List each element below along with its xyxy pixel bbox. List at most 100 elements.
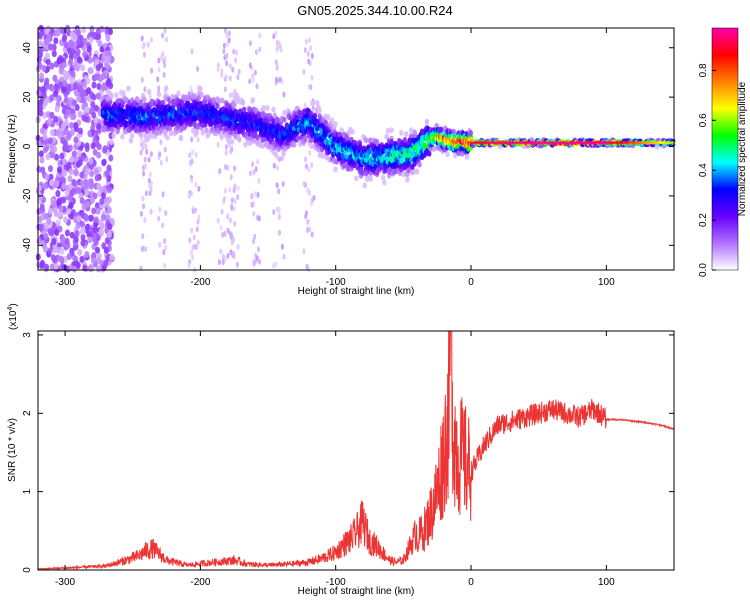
heatmap-cell (256, 191, 260, 198)
heatmap-cell (222, 48, 226, 55)
heatmap-cell (46, 34, 52, 42)
heatmap-cell (58, 81, 63, 89)
heatmap-cell (61, 176, 66, 184)
heatmap-cell (252, 238, 256, 245)
heatmap-cell (272, 262, 276, 269)
heatmap-cell (96, 143, 102, 151)
heatmap-cell (142, 203, 146, 210)
heatmap-cell (87, 265, 93, 273)
heatmap-cell (77, 110, 83, 118)
heatmap-cell (69, 231, 75, 239)
heatmap-cell (49, 84, 55, 92)
heatmap-cell (88, 163, 94, 171)
spectrogram-frame (37, 27, 675, 271)
heatmap-cell (282, 91, 286, 98)
heatmap-cell (141, 43, 145, 50)
heatmap-cell (65, 229, 70, 237)
heatmap-cell (277, 230, 281, 236)
heatmap-cell (249, 40, 252, 47)
heatmap-cell (236, 243, 240, 250)
heatmap-cell (258, 46, 262, 53)
heatmap-cell (79, 171, 85, 179)
heatmap-cell (96, 151, 102, 159)
heatmap-cell (96, 122, 102, 130)
heatmap-cell (354, 175, 359, 182)
heatmap-cell (194, 151, 198, 158)
heatmap-cell (224, 187, 227, 194)
heatmap-cell (53, 37, 59, 45)
heatmap-cell (253, 233, 257, 240)
heatmap-cell (311, 196, 315, 203)
heatmap-cell (76, 150, 82, 157)
heatmap-cell (333, 166, 338, 173)
heatmap-cell (147, 89, 152, 95)
heatmap-cell (280, 155, 284, 162)
heatmap-cell (44, 52, 50, 60)
heatmap-cell (76, 186, 82, 194)
heatmap-cell (163, 27, 167, 34)
heatmap-cell (198, 85, 203, 92)
heatmap-cell (84, 168, 90, 176)
heatmap-cell (231, 66, 235, 73)
heatmap-cell (234, 57, 238, 64)
heatmap-cell (96, 182, 102, 190)
heatmap-cell (309, 84, 313, 91)
chart-title: GN05.2025.344.10.00.R24 (297, 3, 452, 18)
heatmap-cell (104, 27, 110, 35)
heatmap-cell (58, 255, 64, 263)
heatmap-cell (157, 66, 161, 73)
heatmap-cell (91, 235, 97, 243)
heatmap-cell (271, 106, 276, 113)
heatmap-cell (90, 142, 96, 150)
heatmap-cell (176, 90, 181, 97)
heatmap-cell (52, 145, 58, 153)
heatmap-cell (306, 219, 310, 225)
heatmap-cell (275, 182, 279, 189)
heatmap-cell (304, 156, 307, 163)
heatmap-cell (147, 156, 151, 163)
heatmap-cell (164, 210, 168, 216)
heatmap-cell (317, 107, 322, 114)
heatmap-cell (357, 144, 363, 151)
heatmap-cell (209, 120, 214, 127)
snr-y-scale: (x104) (7, 303, 19, 330)
heatmap-cell (298, 110, 303, 117)
heatmap-cell (126, 85, 131, 92)
heatmap-cell (234, 92, 240, 99)
heatmap-cell (227, 30, 231, 37)
heatmap-cell (138, 131, 143, 138)
heatmap-cell (63, 216, 69, 224)
heatmap-cell (310, 74, 314, 81)
heatmap-cell (48, 165, 53, 173)
heatmap-cell (99, 198, 105, 205)
heatmap-cell (404, 131, 409, 138)
heatmap-cell (104, 170, 110, 178)
y-tick-label: 40 (22, 42, 33, 54)
heatmap-cell (278, 76, 282, 83)
heatmap-cell (310, 100, 315, 107)
heatmap-cell (232, 187, 236, 194)
heatmap-cell (309, 45, 313, 51)
heatmap-cell (338, 131, 343, 138)
heatmap-cell (189, 85, 193, 91)
heatmap-cell (216, 97, 221, 104)
heatmap-cell (106, 164, 112, 172)
heatmap-cell (157, 57, 161, 64)
heatmap-cell (304, 38, 308, 45)
heatmap-cell (73, 136, 79, 144)
heatmap-cell (149, 151, 153, 158)
heatmap-cell (95, 207, 101, 215)
heatmap-cell (261, 111, 266, 118)
heatmap-cell (226, 227, 230, 234)
heatmap-cell (163, 62, 167, 69)
heatmap-cell (53, 90, 59, 98)
heatmap-cell (38, 223, 44, 231)
heatmap-cell (282, 253, 286, 260)
heatmap-cell (105, 34, 111, 42)
heatmap-cell (53, 83, 59, 91)
x-tick-label: 100 (598, 577, 615, 588)
heatmap-cell (235, 261, 239, 268)
heatmap-cell (216, 66, 220, 73)
heatmap-cell (408, 127, 414, 134)
heatmap-cell (101, 158, 107, 166)
